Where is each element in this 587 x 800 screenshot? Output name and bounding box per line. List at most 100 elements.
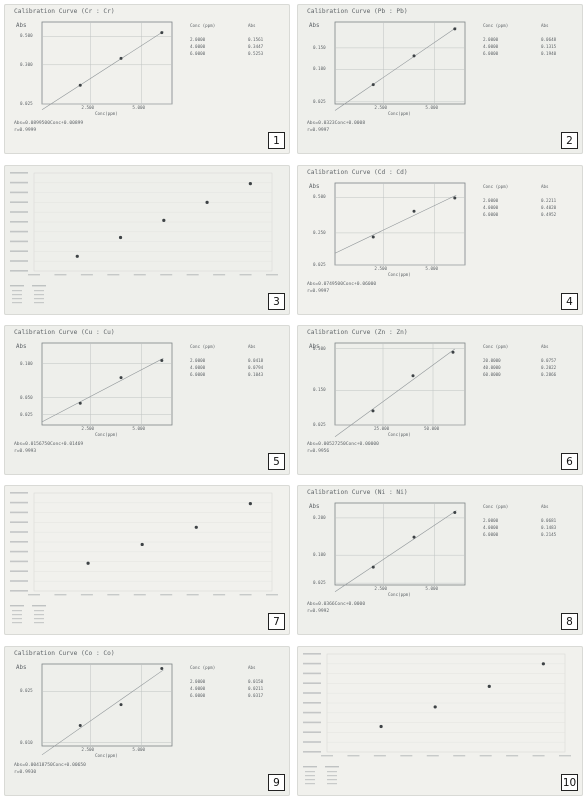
- table-cell-abs: 0.2145: [541, 532, 557, 537]
- y-tick-mark: [303, 672, 321, 675]
- table-cell-abs: 0.2866: [541, 372, 557, 377]
- panel-number-label: 8: [561, 613, 578, 630]
- data-point: [160, 31, 164, 35]
- y-axis-label: Abs: [309, 504, 320, 510]
- correlation-r: r=0.9997: [307, 128, 330, 133]
- table-cell-conc: 4.0000: [190, 686, 206, 691]
- correlation-r: r=0.9993: [14, 449, 37, 454]
- data-point: [160, 359, 164, 363]
- table-cell-conc: 6.0000: [483, 212, 499, 217]
- data-point: [205, 200, 209, 204]
- x-tick-mark: [453, 755, 466, 757]
- chart-title: Calibration Curve (Cd : Cd): [307, 169, 408, 176]
- chart-svg: [10, 172, 278, 304]
- regression-equation: Abs=0.0749500Conc+0.06000: [307, 282, 377, 287]
- panel-3: 3: [4, 165, 290, 315]
- table-cell-abs: 0.4020: [541, 205, 557, 210]
- x-axis-label: Conc(ppm): [388, 111, 411, 116]
- data-point: [412, 535, 416, 539]
- y-tick-mark: [10, 521, 28, 523]
- chart-svg: [303, 653, 571, 785]
- plot-frame: [41, 21, 173, 105]
- panel-number-label: 6: [561, 453, 578, 470]
- legend-mark: [32, 285, 46, 287]
- fit-line: [334, 27, 457, 111]
- y-tick-label: 0.150: [313, 387, 326, 393]
- x-tick-mark: [347, 755, 360, 757]
- y-tick-mark: [303, 711, 321, 714]
- data-point: [371, 409, 375, 413]
- table-cell-conc: 4.0000: [483, 205, 499, 210]
- y-tick-mark: [303, 692, 321, 694]
- x-tick-mark: [506, 755, 519, 757]
- table-cell-abs: 0.1483: [541, 525, 557, 530]
- table-cell-abs: 0.0681: [541, 518, 557, 523]
- y-tick-mark: [303, 721, 321, 724]
- chart-title: Calibration Curve (Cr : Cr): [14, 8, 115, 15]
- data-point: [453, 511, 457, 515]
- data-point: [541, 662, 545, 666]
- y-tick-mark: [10, 580, 28, 582]
- legend-mark: [34, 302, 44, 304]
- panel-number-label: 5: [268, 453, 285, 470]
- x-tick-mark: [213, 594, 226, 596]
- panel-number-label: 2: [561, 132, 578, 149]
- y-tick-label: 0.500: [20, 33, 33, 39]
- legend-mark: [325, 766, 339, 768]
- table-cell-conc: 4.0000: [190, 365, 206, 370]
- legend-mark: [34, 622, 44, 624]
- x-tick-mark: [28, 594, 40, 596]
- table-cell-conc: 4.0000: [190, 44, 206, 49]
- table-header-abs: Abs: [541, 504, 549, 509]
- y-tick-label: 0.100: [313, 552, 326, 558]
- chart-title: Calibration Curve (Cu : Cu): [14, 329, 115, 336]
- y-axis-label: Abs: [309, 23, 320, 29]
- y-tick-mark: [10, 270, 28, 272]
- legend-mark: [305, 771, 315, 773]
- regression-equation: Abs=0.00418750Conc+0.00650: [14, 763, 86, 768]
- y-tick-mark: [10, 590, 28, 592]
- legend-mark: [12, 618, 22, 620]
- chart-svg: [334, 182, 466, 266]
- x-tick-mark: [107, 274, 120, 276]
- table-cell-conc: 2.0000: [483, 518, 499, 523]
- data-point: [371, 235, 375, 239]
- table-cell-abs: 0.0794: [248, 365, 264, 370]
- y-tick-mark: [10, 181, 28, 184]
- x-tick-mark: [266, 594, 278, 596]
- data-point: [412, 209, 416, 213]
- plot-frame: [334, 182, 466, 266]
- y-axis-label: Abs: [16, 665, 27, 671]
- table-cell-conc: 6.0000: [190, 51, 206, 56]
- y-tick-label: 0.025: [313, 580, 326, 586]
- x-tick-mark: [28, 274, 40, 276]
- x-tick-label: 2.500: [81, 105, 95, 110]
- y-tick-mark: [10, 550, 28, 553]
- legend-mark: [12, 290, 22, 292]
- regression-equation: Abs=0.0366Conc+0.0000: [307, 602, 366, 607]
- correlation-r: r=0.9997: [307, 289, 330, 294]
- chart-title: Calibration Curve (Pb : Pb): [307, 8, 408, 15]
- y-tick-label: 0.250: [313, 229, 326, 235]
- data-point: [371, 565, 375, 569]
- table-header-conc: Conc (ppm): [483, 344, 509, 349]
- regression-equation: Abs=0.00527250Conc+0.00000: [307, 442, 379, 447]
- x-tick-label: 2.500: [374, 105, 388, 110]
- legend-mark: [32, 605, 46, 607]
- x-tick-mark: [80, 594, 93, 596]
- table-header-abs: Abs: [248, 23, 256, 28]
- table-cell-abs: 0.0211: [248, 686, 264, 691]
- table-cell-abs: 0.2211: [541, 198, 557, 203]
- y-tick-mark: [10, 201, 28, 203]
- panel-number-label: 3: [268, 293, 285, 310]
- y-tick-mark: [10, 260, 28, 262]
- table-header-abs: Abs: [248, 344, 256, 349]
- y-axis-label: Abs: [309, 344, 320, 350]
- chart-svg: [41, 21, 173, 111]
- legend-mark: [305, 775, 315, 777]
- y-tick-label: 0.100: [20, 360, 33, 366]
- table-cell-abs: 0.1315: [541, 44, 557, 49]
- data-point: [487, 684, 491, 688]
- x-tick-mark: [239, 594, 252, 596]
